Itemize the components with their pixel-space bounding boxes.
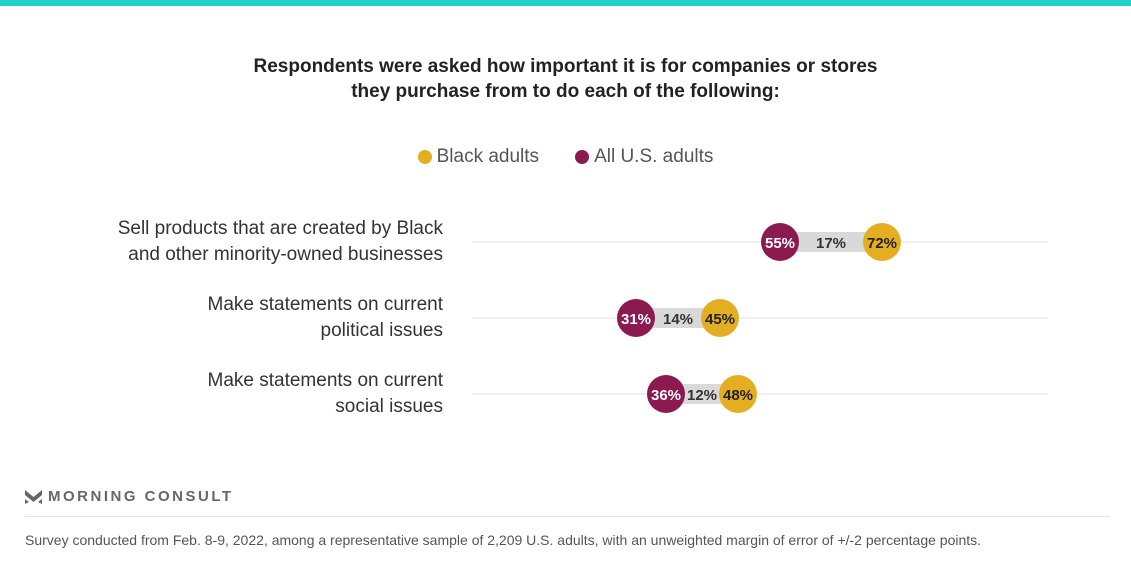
dot-black-adults <box>701 299 739 337</box>
category-label: Sell products that are created by Black <box>118 218 444 239</box>
gap-label: 12% <box>687 387 717 404</box>
top-accent-bar <box>0 0 1131 6</box>
category-label: Make statements on current <box>208 370 444 391</box>
dot-all-us-adults <box>761 223 799 261</box>
value-label-all-us-adults: 55% <box>765 235 795 252</box>
gap-label: 17% <box>816 235 846 252</box>
footnote: Survey conducted from Feb. 8-9, 2022, am… <box>25 532 982 548</box>
dot-all-us-adults <box>647 375 685 413</box>
legend-label: Black adults <box>436 146 540 167</box>
value-label-black-adults: 45% <box>705 311 735 328</box>
gap-bar <box>780 232 882 252</box>
legend-label: All U.S. adults <box>594 146 714 167</box>
legend: Black adults All U.S. adults <box>0 146 1131 168</box>
logo-mark-icon <box>25 489 42 504</box>
dot-black-adults <box>863 223 901 261</box>
value-label-all-us-adults: 36% <box>651 387 681 404</box>
gap-label: 14% <box>663 311 693 328</box>
legend-dot <box>575 150 590 164</box>
dot-all-us-adults <box>617 299 655 337</box>
value-label-black-adults: 48% <box>723 387 753 404</box>
divider <box>25 516 1110 517</box>
brand-name: MORNING CONSULT <box>48 488 234 505</box>
gap-bar <box>636 308 720 328</box>
dot-black-adults <box>719 375 757 413</box>
legend-all-us-adults: All U.S. adults <box>575 146 713 168</box>
category-label: and other minority-owned businesses <box>128 244 443 265</box>
title-line-1: Respondents were asked how important it … <box>253 56 878 77</box>
title-line-2: they purchase from to do each of the fol… <box>351 81 780 102</box>
dot-plot: Sell products that are created by Black a… <box>118 218 1048 417</box>
legend-dot <box>417 150 432 164</box>
category-label: Make statements on current <box>208 294 444 315</box>
morning-consult-logo: MORNING CONSULT <box>25 488 234 505</box>
value-label-all-us-adults: 31% <box>621 311 651 328</box>
category-label: political issues <box>321 320 444 341</box>
value-label-black-adults: 72% <box>867 235 897 252</box>
category-label: social issues <box>335 396 443 417</box>
chart-title: Respondents were asked how important it … <box>0 54 1131 104</box>
legend-black-adults: Black adults <box>417 146 540 168</box>
